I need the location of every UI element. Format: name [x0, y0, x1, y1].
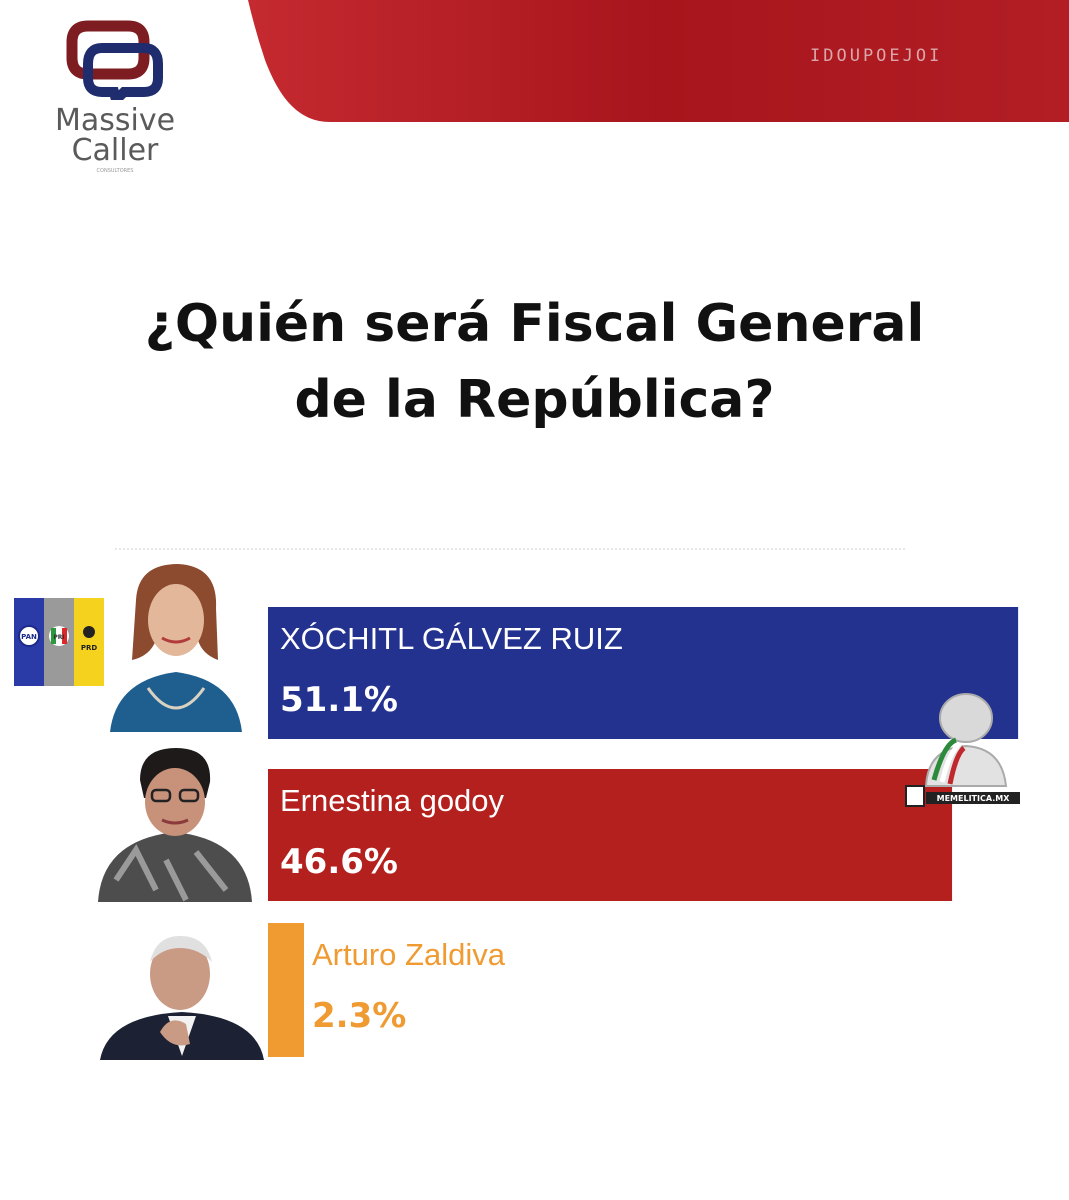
chart-title-line-2: de la República? [294, 370, 775, 430]
candidate-photo-arturo [100, 928, 264, 1060]
logo-name-line2: Caller [71, 133, 159, 168]
banner-text: IDOUPOEJOI [810, 46, 943, 66]
user-icon-head [939, 693, 993, 743]
logo-tagline: CONSULTORES [96, 168, 134, 174]
memelitica-watermark: MEMELITICA.MX [905, 693, 1020, 807]
chart-title-line-1: ¿Quién será Fiscal General [144, 294, 925, 354]
bar-1 [268, 769, 953, 901]
value-label-1: 46.6% [280, 842, 398, 882]
bar-2 [268, 923, 304, 1057]
speech-bubbles-icon [66, 20, 163, 100]
category-label-0: XÓCHITL GÁLVEZ RUIZ [280, 621, 623, 656]
massive-caller-logo: Massive Caller CONSULTORES [40, 18, 200, 178]
ballot-box-icon [905, 785, 925, 807]
value-label-0: 51.1% [280, 680, 398, 720]
prd-sun-icon [83, 626, 95, 638]
logo-wordmark: Massive Caller [40, 106, 190, 166]
category-label-1: Ernestina godoy [280, 783, 505, 818]
pan-badge-label: PAN [21, 633, 37, 641]
category-label-2: Arturo Zaldiva [312, 937, 506, 972]
logo-name-line1: Massive [54, 103, 176, 138]
chart-title: ¿Quién será Fiscal General de la Repúbli… [30, 286, 1039, 438]
pri-badge-label: PRI [53, 634, 64, 641]
banner-shape [248, 0, 1069, 122]
pan-icon [18, 625, 40, 647]
bar-0 [268, 607, 1019, 739]
candidate-photo-xochitl [108, 560, 244, 732]
watermark-label: MEMELITICA.MX [937, 794, 1011, 803]
header-banner [248, 0, 1069, 122]
chart: XÓCHITL GÁLVEZ RUIZ 51.1% Ernestina godoy 4… [268, 607, 1019, 1057]
party-logos-badge: PAN PRI PRD [14, 598, 104, 686]
value-label-2: 2.3% [312, 996, 406, 1036]
candidate-photo-ernestina [96, 740, 254, 902]
divider [115, 548, 905, 550]
prd-badge-label: PRD [81, 644, 98, 652]
